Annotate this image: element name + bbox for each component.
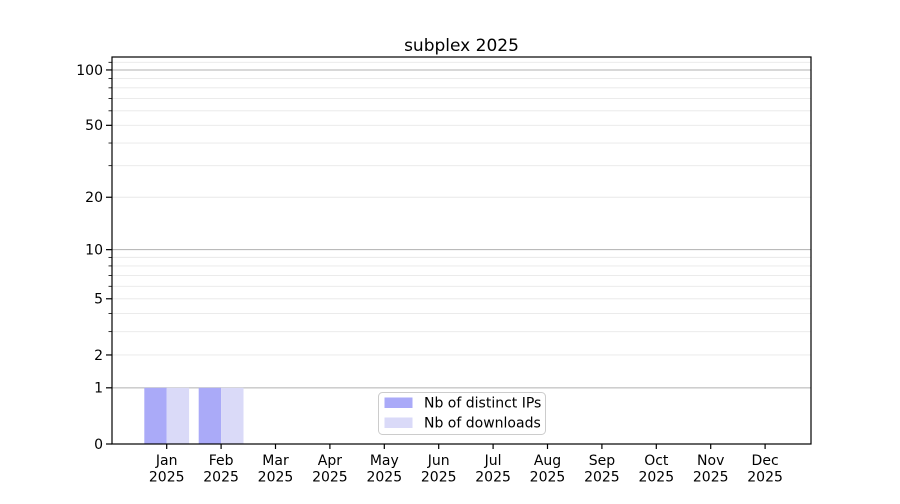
x-tick-label-month-nov: Nov (697, 453, 724, 469)
y-tick-label-1: 1 (94, 381, 103, 397)
bar-jan-nb-of-distinct-ips (144, 387, 167, 444)
x-tick-label-month-mar: Mar (262, 453, 289, 469)
x-tick-label-month-aug: Aug (534, 453, 561, 469)
x-tick-label-year-mar: 2025 (258, 470, 294, 486)
legend: Nb of distinct IPs Nb of downloads (378, 392, 546, 435)
x-tick-label-month-sep: Sep (589, 453, 616, 469)
x-tick-label-year-sep: 2025 (584, 470, 620, 486)
x-tick-label-month-jul: Jul (484, 453, 502, 469)
axes-ticks-group: 0125102050100Jan2025Feb2025Mar2025Apr202… (76, 61, 783, 486)
bar-jan-nb-of-downloads (166, 387, 190, 444)
x-tick-label-year-oct: 2025 (638, 470, 674, 486)
gridlines-group (112, 61, 811, 389)
y-tick-label-20: 20 (85, 190, 103, 206)
x-tick-label-year-may: 2025 (366, 470, 402, 486)
plot-border (111, 56, 812, 445)
legend-swatch-nb-of-downloads (384, 417, 413, 428)
x-tick-label-month-apr: Apr (318, 453, 342, 469)
bar-feb-nb-of-distinct-ips (198, 387, 222, 444)
legend-box (378, 392, 546, 435)
x-tick-label-year-apr: 2025 (312, 470, 348, 486)
y-tick-label-0: 0 (94, 437, 103, 453)
x-tick-label-month-jun: Jun (427, 453, 450, 469)
x-tick-label-year-dec: 2025 (747, 470, 783, 486)
legend-swatch-nb-of-distinct-ips (384, 397, 413, 408)
x-tick-label-year-jul: 2025 (475, 470, 511, 486)
x-tick-label-year-jan: 2025 (149, 470, 185, 486)
x-tick-label-month-oct: Oct (644, 453, 669, 469)
y-tick-label-50: 50 (85, 118, 103, 134)
x-tick-label-year-aug: 2025 (530, 470, 566, 486)
x-tick-label-month-may: May (370, 453, 399, 469)
x-tick-label-month-dec: Dec (752, 453, 779, 469)
bars-group (144, 387, 244, 444)
bar-feb-nb-of-downloads (221, 387, 244, 444)
legend-label-nb-of-downloads: Nb of downloads (424, 416, 541, 432)
chart-title: subplex 2025 (404, 36, 519, 56)
legend-label-nb-of-distinct-ips: Nb of distinct IPs (424, 396, 541, 412)
y-tick-label-100: 100 (76, 63, 103, 79)
y-tick-label-2: 2 (94, 348, 103, 364)
y-tick-label-5: 5 (94, 292, 103, 308)
x-tick-label-year-nov: 2025 (693, 470, 729, 486)
x-tick-label-year-jun: 2025 (421, 470, 457, 486)
x-tick-label-month-feb: Feb (209, 453, 234, 469)
x-tick-label-year-feb: 2025 (203, 470, 239, 486)
y-tick-label-10: 10 (85, 242, 103, 258)
x-tick-label-month-jan: Jan (155, 453, 178, 469)
